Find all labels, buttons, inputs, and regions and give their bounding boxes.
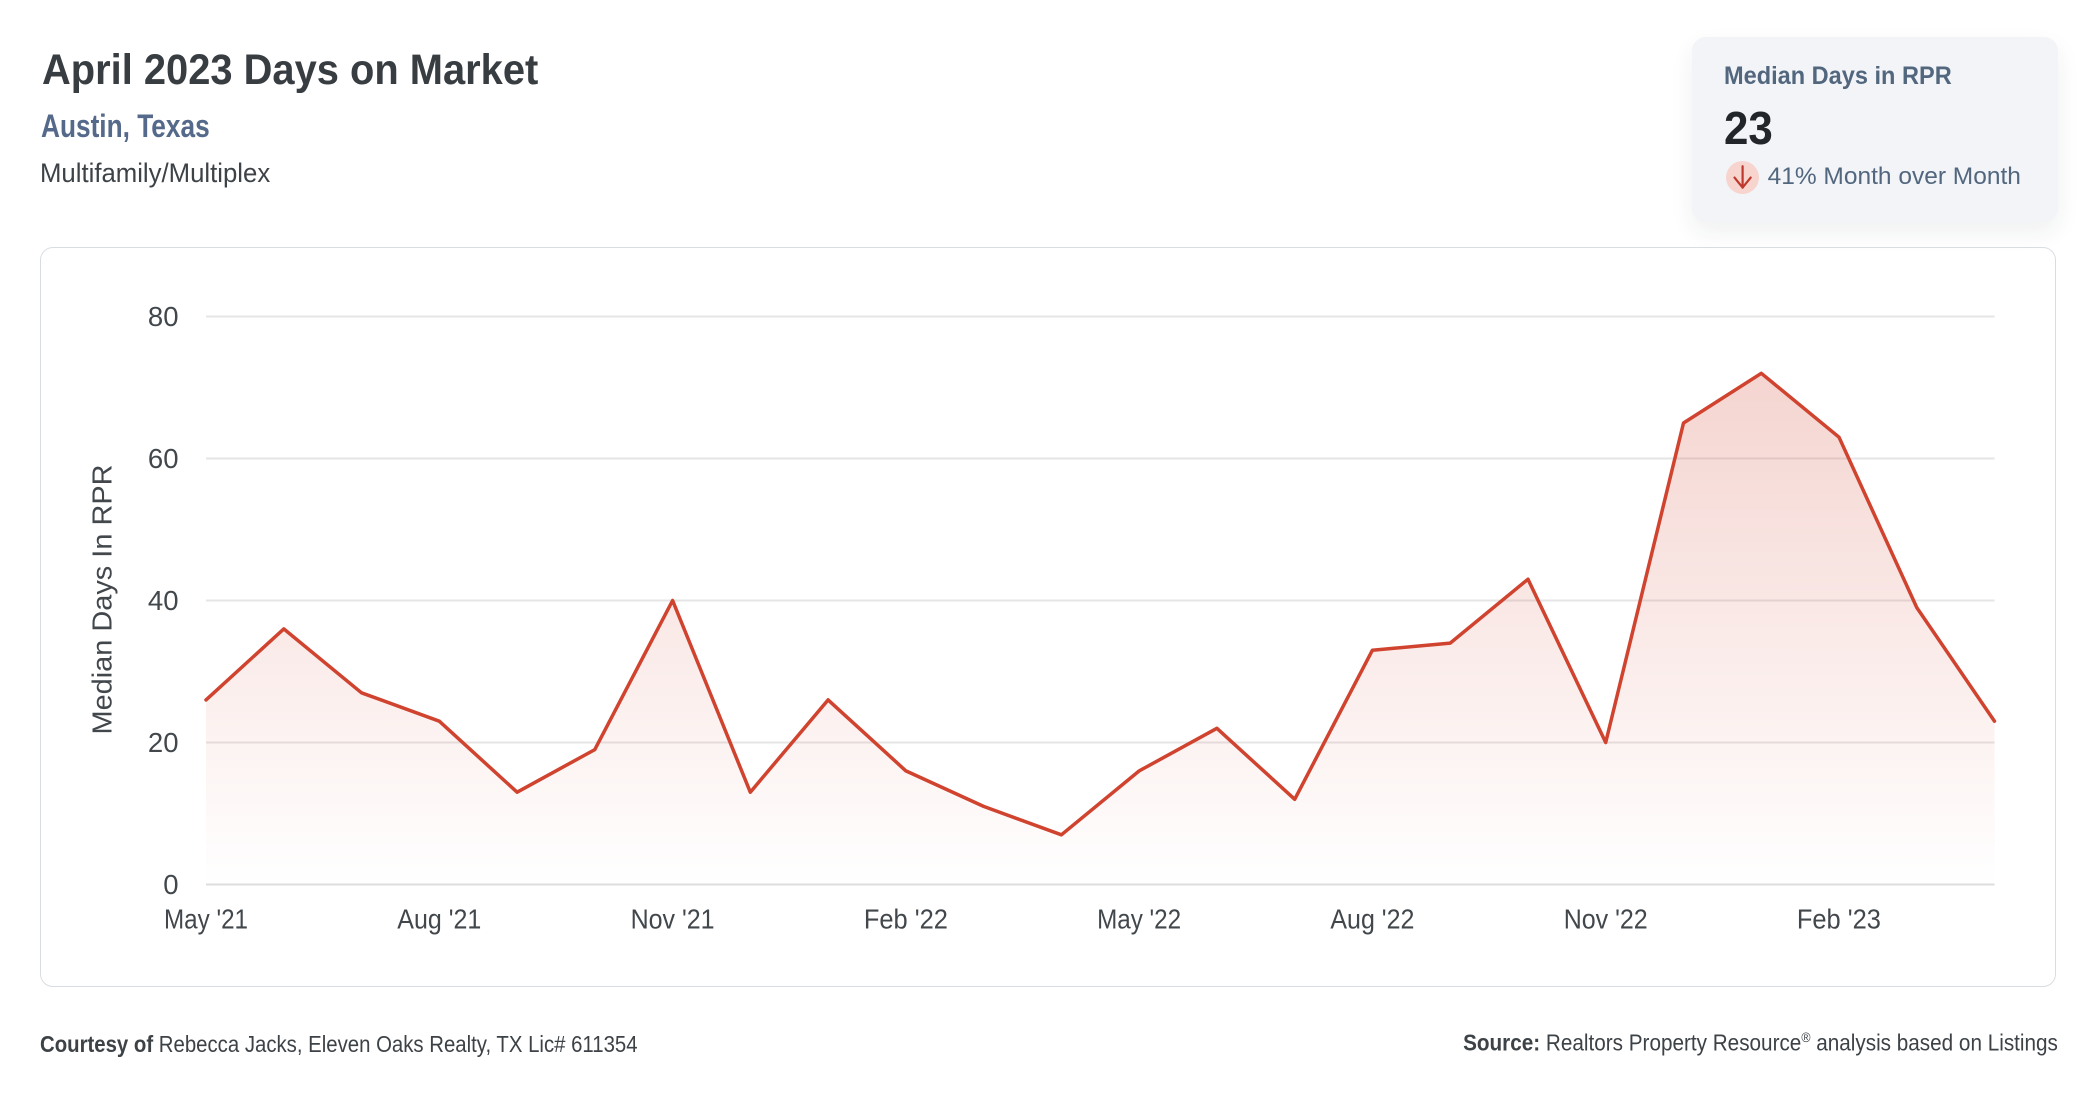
svg-text:Nov '21: Nov '21 — [631, 904, 715, 935]
svg-text:May '22: May '22 — [1097, 904, 1181, 935]
svg-text:Feb '23: Feb '23 — [1797, 904, 1881, 935]
svg-text:Aug '22: Aug '22 — [1330, 904, 1414, 935]
svg-text:May '21: May '21 — [164, 904, 248, 935]
svg-text:60: 60 — [148, 443, 179, 474]
svg-text:Feb '22: Feb '22 — [864, 904, 948, 935]
svg-text:Median Days In RPR: Median Days In RPR — [87, 465, 118, 735]
svg-text:40: 40 — [148, 585, 179, 616]
svg-text:80: 80 — [148, 301, 179, 332]
svg-text:20: 20 — [148, 727, 179, 758]
svg-text:0: 0 — [163, 869, 178, 900]
svg-text:Aug '21: Aug '21 — [397, 904, 481, 935]
svg-text:Nov '22: Nov '22 — [1564, 904, 1648, 935]
